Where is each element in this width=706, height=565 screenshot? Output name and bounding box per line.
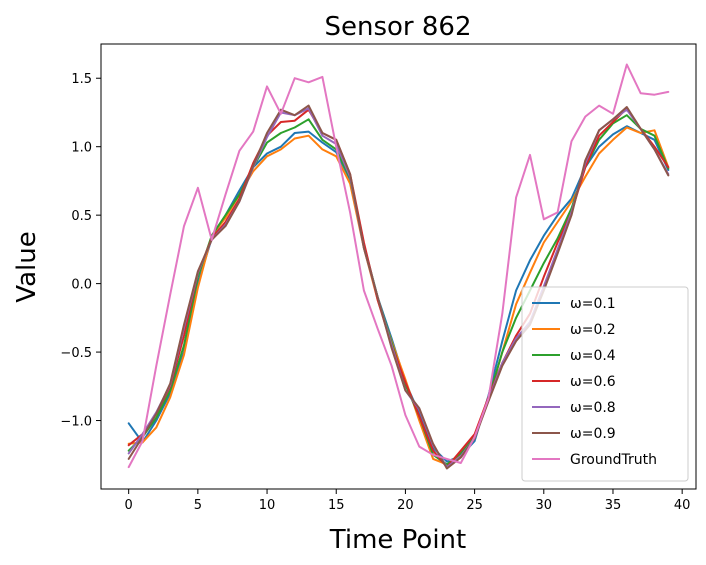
y-tick-label: 0.0 bbox=[71, 278, 92, 293]
chart-title: Sensor 862 bbox=[324, 12, 471, 42]
y-tick-label: −1.0 bbox=[60, 415, 92, 430]
legend-box bbox=[521, 286, 689, 482]
series-layer bbox=[127, 63, 670, 470]
legend-label: ω=0.4 bbox=[570, 348, 616, 364]
legend-label: ω=0.6 bbox=[570, 374, 616, 390]
legend-label: ω=0.2 bbox=[570, 322, 616, 338]
x-tick-label: 35 bbox=[605, 498, 622, 513]
legend-label: ω=0.9 bbox=[570, 426, 616, 442]
x-tick-label: 25 bbox=[466, 498, 483, 513]
x-tick-label: 5 bbox=[194, 498, 202, 513]
y-tick-label: −0.5 bbox=[60, 346, 92, 361]
plot-frame bbox=[100, 43, 697, 490]
y-tick-label: 1.5 bbox=[71, 72, 92, 87]
x-tick-label: 40 bbox=[674, 498, 691, 513]
x-tick-label: 10 bbox=[259, 498, 276, 513]
x-tick-label: 15 bbox=[328, 498, 345, 513]
y-tick-label: 0.5 bbox=[71, 209, 92, 224]
x-tick-label: 30 bbox=[536, 498, 553, 513]
legend-label: ω=0.1 bbox=[570, 296, 616, 312]
legend: ω=0.1 ω=0.2 ω=0.4 ω=0.6 ω=0.8 ω=0.9 GroundTrut… bbox=[521, 286, 689, 482]
series-line-6 bbox=[127, 63, 670, 469]
x-axis-label: Time Point bbox=[329, 525, 466, 555]
legend-label: ω=0.8 bbox=[570, 400, 616, 416]
x-tick-label: 20 bbox=[397, 498, 414, 513]
y-axis: −1.0 −0.5 0.0 0.5 1.0 1.5 bbox=[60, 72, 101, 430]
x-axis: 0 5 10 15 20 25 30 35 40 bbox=[125, 489, 691, 513]
y-axis-label: Value bbox=[12, 231, 42, 302]
legend-label: GroundTruth bbox=[570, 452, 657, 468]
y-tick-label: 1.0 bbox=[71, 141, 92, 156]
series-line-5 bbox=[127, 104, 670, 470]
x-tick-label: 0 bbox=[125, 498, 133, 513]
